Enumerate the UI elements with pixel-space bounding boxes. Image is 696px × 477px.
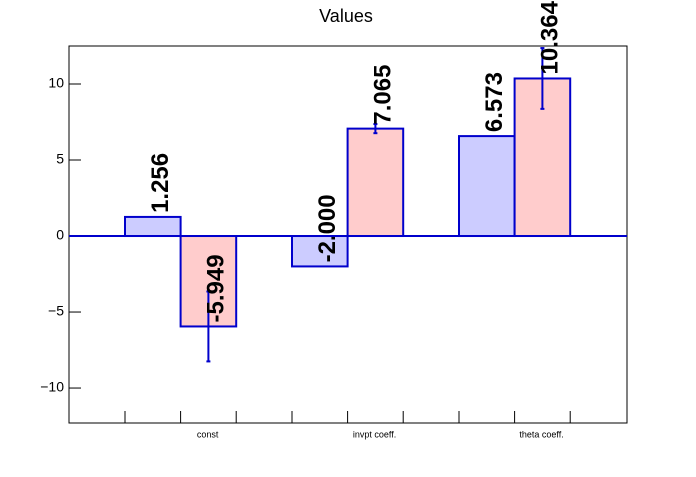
x-tick-label: invpt coeff. xyxy=(353,429,396,439)
bar xyxy=(124,215,182,238)
y-tick-label: −5 xyxy=(48,303,64,319)
bar xyxy=(291,235,349,268)
bar xyxy=(346,127,405,238)
y-tick-label: 10 xyxy=(48,75,64,91)
value-label: -5.949 xyxy=(203,254,230,322)
value-label: -2.000 xyxy=(314,194,341,262)
value-label: 6.573 xyxy=(481,72,508,132)
y-tick-label: 0 xyxy=(56,227,64,243)
y-tick-label: −10 xyxy=(40,379,64,395)
chart-title: Values xyxy=(319,6,373,26)
value-label: 7.065 xyxy=(370,65,397,125)
bar xyxy=(458,135,516,238)
value-label: 10.364 xyxy=(537,0,564,74)
y-tick-label: 5 xyxy=(56,151,64,167)
x-tick-label: const xyxy=(197,429,219,439)
x-tick-label: theta coeff. xyxy=(519,429,563,439)
value-label: 1.256 xyxy=(147,153,174,213)
